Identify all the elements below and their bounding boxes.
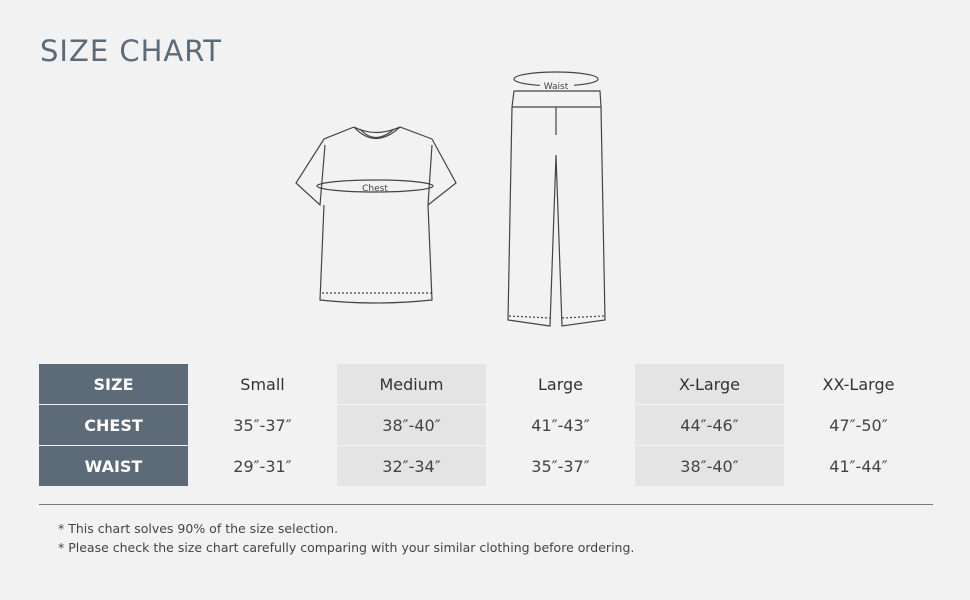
row-header-size: SIZE [39, 364, 188, 404]
page-title: SIZE CHART [40, 34, 223, 68]
size-small: Small [240, 374, 285, 394]
chest-label: Chest [362, 184, 388, 194]
note-2: * Please check the size chart carefully … [58, 540, 635, 555]
chest-x-large: 44″-46″ [635, 405, 784, 445]
waist-medium: 32″-34″ [337, 446, 486, 486]
waist-x-large: 38″-40″ [635, 446, 784, 486]
waist-xx-large: 41″-44″ [829, 456, 888, 476]
garment-illustration: Chest Waist [295, 71, 606, 327]
pants-icon: Waist [507, 71, 606, 327]
chest-medium: 38″-40″ [337, 405, 486, 445]
waist-large: 35″-37″ [531, 456, 590, 476]
tshirt-icon: Chest [295, 126, 457, 304]
waist-small: 29″-31″ [233, 456, 292, 476]
size-large: Large [537, 374, 583, 394]
row-header-waist: WAIST [39, 446, 188, 486]
waist-label: Waist [544, 82, 569, 92]
size-xx-large: XX-Large [822, 374, 895, 394]
size-x-large: X-Large [635, 364, 784, 404]
chest-large: 41″-43″ [531, 415, 590, 435]
size-medium: Medium [337, 364, 486, 404]
chest-small: 35″-37″ [233, 415, 292, 435]
row-header-chest: CHEST [39, 405, 188, 445]
chest-xx-large: 47″-50″ [829, 415, 888, 435]
size-table: SIZE Small Medium Large X-Large XX-Large… [39, 364, 933, 486]
note-1: * This chart solves 90% of the size sele… [58, 521, 339, 536]
divider [39, 504, 933, 505]
